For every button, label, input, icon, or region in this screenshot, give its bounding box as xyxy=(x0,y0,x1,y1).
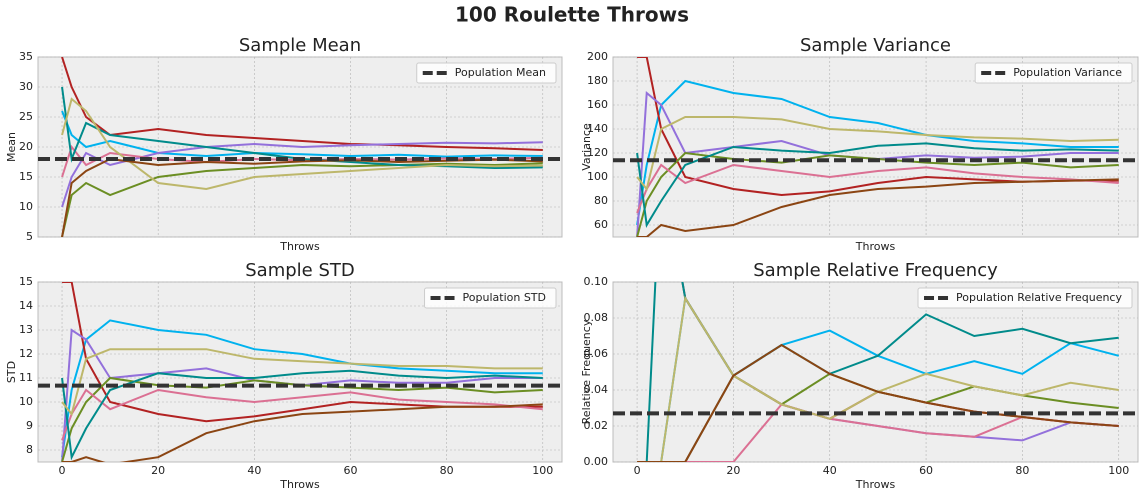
y-tick-label: 0.08 xyxy=(584,311,609,324)
y-tick-label: 0.04 xyxy=(584,383,609,396)
panel-title: Sample Mean xyxy=(239,35,361,56)
y-tick-label: 20 xyxy=(19,140,33,153)
y-tick-label: 35 xyxy=(19,50,33,63)
series-line xyxy=(61,369,543,461)
plot-lines xyxy=(613,282,1138,462)
y-tick-label: 140 xyxy=(587,122,608,135)
panel-title: Sample Relative Frequency xyxy=(753,260,998,281)
y-axis-label: STD xyxy=(5,361,18,383)
x-tick-label: 0 xyxy=(59,464,66,477)
legend: Population Relative Frequency xyxy=(917,287,1133,309)
y-axis-label: Relative Frequency xyxy=(580,319,593,424)
y-tick-label: 9 xyxy=(26,419,33,432)
legend: Population Variance xyxy=(974,62,1133,84)
series-line xyxy=(637,178,1119,237)
legend-box xyxy=(424,287,557,309)
y-tick-label: 180 xyxy=(587,74,608,87)
y-tick-label: 160 xyxy=(587,98,608,111)
legend-box xyxy=(416,62,557,84)
legend-box xyxy=(974,62,1133,84)
y-axis-label: Variance xyxy=(580,123,593,171)
y-tick-label: 100 xyxy=(587,170,608,183)
series-line xyxy=(637,343,1119,462)
y-tick-label: 80 xyxy=(594,194,608,207)
x-axis-label: Throws xyxy=(855,240,896,253)
panel: Sample Relative Frequency 0.00 0.02 0.04 0.0… xyxy=(580,260,1139,491)
series-line xyxy=(61,348,543,417)
series-line xyxy=(62,403,543,462)
panel: Sample STD 8 9 10 11 12 13 14 15 0 20 40 60 80 100 Thro… xyxy=(5,260,563,491)
y-tick-label: 0.10 xyxy=(584,275,609,288)
x-tick-label: 60 xyxy=(343,464,357,477)
y-tick-label: 15 xyxy=(19,275,33,288)
series-line xyxy=(61,57,543,151)
y-tick-label: 10 xyxy=(19,200,33,213)
plot-lines xyxy=(38,282,562,462)
y-axis-label: Mean xyxy=(5,132,18,162)
y-tick-label: 14 xyxy=(19,299,33,312)
legend-label: Population Relative Frequency xyxy=(956,291,1122,304)
plot-lines xyxy=(613,57,1138,237)
y-tick-label: 13 xyxy=(19,323,33,336)
y-tick-label: 0.06 xyxy=(584,347,609,360)
x-tick-label: 60 xyxy=(919,464,933,477)
y-tick-label: 200 xyxy=(587,50,608,63)
series-line xyxy=(637,295,1119,462)
y-tick-label: 11 xyxy=(19,371,33,384)
x-tick-label: 40 xyxy=(247,464,261,477)
x-tick-label: 40 xyxy=(823,464,837,477)
y-tick-label: 10 xyxy=(19,395,33,408)
y-tick-label: 15 xyxy=(19,170,33,183)
x-tick-label: 0 xyxy=(634,464,641,477)
x-axis-label: Throws xyxy=(279,478,320,491)
y-tick-label: 120 xyxy=(587,146,608,159)
y-tick-label: 5 xyxy=(26,230,33,243)
x-tick-label: 80 xyxy=(1015,464,1029,477)
series-line xyxy=(61,97,543,191)
series-line xyxy=(636,142,1119,228)
legend-label: Population STD xyxy=(463,291,546,304)
panel: Sample Mean 5 10 15 20 25 30 35 Throws Mean Popula… xyxy=(5,35,563,253)
series-line xyxy=(636,163,1119,214)
panel-title: Sample STD xyxy=(245,260,355,281)
series-line xyxy=(61,141,543,208)
panel: Sample Variance 60 80 100 120 140 160 180 200 Thr… xyxy=(580,35,1139,253)
x-tick-label: 20 xyxy=(151,464,165,477)
x-tick-label: 100 xyxy=(532,464,553,477)
series-line xyxy=(61,162,543,237)
plot-lines xyxy=(38,57,562,237)
y-tick-label: 25 xyxy=(19,110,33,123)
legend-label: Population Mean xyxy=(455,66,546,79)
figure-title: 100 Roulette Throws xyxy=(455,3,689,27)
x-tick-label: 20 xyxy=(726,464,740,477)
series-line xyxy=(637,295,1119,462)
series-line xyxy=(61,388,543,441)
y-tick-label: 60 xyxy=(594,218,608,231)
y-tick-label: 8 xyxy=(26,443,33,456)
legend: Population Mean xyxy=(416,62,557,84)
panel-title: Sample Variance xyxy=(800,35,951,56)
series-line xyxy=(636,116,1119,192)
x-tick-label: 80 xyxy=(440,464,454,477)
y-tick-label: 12 xyxy=(19,347,33,360)
plot-area xyxy=(612,281,1139,463)
legend-box xyxy=(917,287,1133,309)
x-tick-label: 100 xyxy=(1108,464,1129,477)
legend: Population STD xyxy=(424,287,557,309)
series-line xyxy=(636,151,1119,237)
y-tick-label: 0.02 xyxy=(584,419,609,432)
legend-label: Population Variance xyxy=(1013,66,1122,79)
x-axis-label: Throws xyxy=(855,478,896,491)
x-axis-label: Throws xyxy=(279,240,320,253)
y-tick-label: 30 xyxy=(19,80,33,93)
series-line xyxy=(61,86,543,170)
y-tick-label: 0.00 xyxy=(584,455,609,468)
